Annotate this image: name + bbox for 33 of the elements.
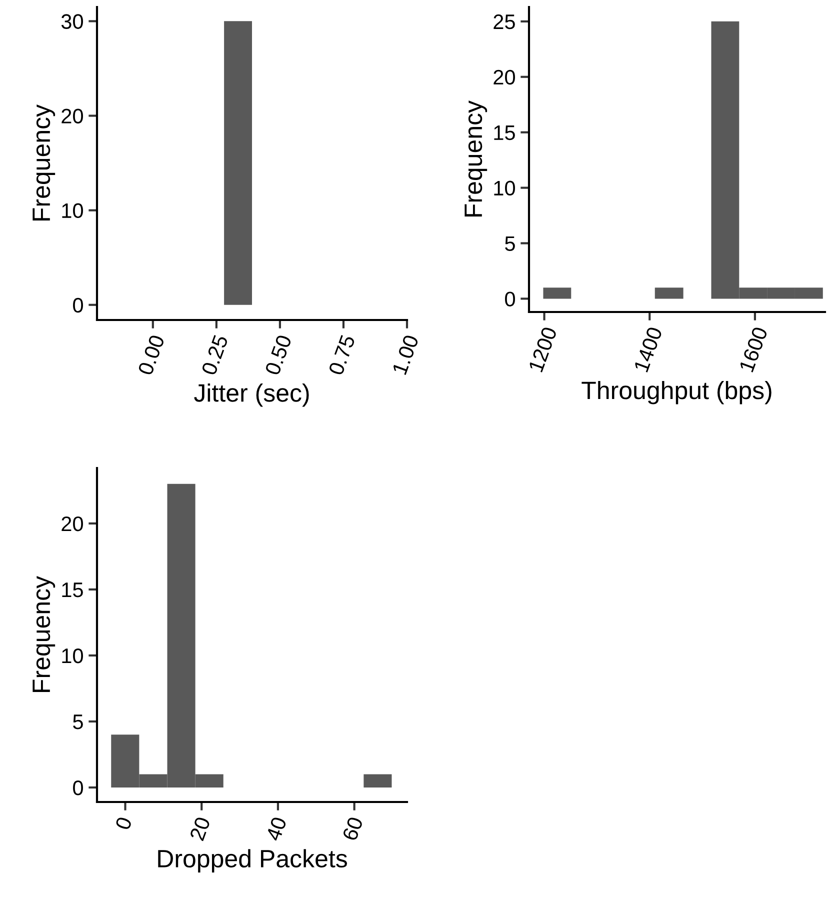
- y-tick-label: 10: [62, 203, 83, 218]
- y-tick-label: 25: [494, 14, 515, 30]
- y-tick-label: 15: [62, 582, 83, 598]
- x-tick-label: 1600: [738, 326, 768, 372]
- x-tick-label: 1400: [634, 326, 663, 372]
- x-tick-label: 40: [266, 816, 287, 842]
- x-tick-label: 60: [342, 816, 364, 842]
- x-axis-title: Jitter (sec): [194, 383, 309, 407]
- x-tick-label: 20: [189, 816, 211, 842]
- y-tick-label: 20: [494, 70, 515, 85]
- y-tick-label: 0: [73, 298, 83, 313]
- y-tick-label: 0: [73, 780, 83, 796]
- y-tick-label: 5: [73, 714, 83, 730]
- x-axis-title: Dropped Packets: [158, 849, 347, 872]
- y-axis-title: Frequency: [32, 104, 56, 220]
- x-tick-label: 0: [114, 816, 132, 831]
- y-tick-label: 10: [62, 648, 83, 664]
- x-axis-title: Throughput (bps): [582, 380, 772, 404]
- x-tick-label: 0.75: [328, 334, 356, 376]
- y-tick-label: 20: [62, 516, 83, 532]
- y-tick-label: 10: [494, 180, 515, 196]
- x-tick-label: 0.00: [138, 334, 165, 376]
- y-axis-title: Frequency: [464, 100, 488, 216]
- y-tick-label: 20: [62, 108, 83, 124]
- x-tick-label: 0.25: [201, 334, 228, 376]
- x-tick-label: 0.50: [264, 334, 292, 376]
- y-tick-label: 5: [505, 236, 515, 251]
- y-axis-title: Frequency: [32, 576, 56, 692]
- x-tick-label: 1.00: [392, 334, 419, 376]
- x-tick-label: 1200: [528, 326, 558, 372]
- y-tick-label: 0: [505, 292, 515, 306]
- y-tick-label: 15: [494, 126, 515, 140]
- y-tick-label: 30: [61, 14, 83, 29]
